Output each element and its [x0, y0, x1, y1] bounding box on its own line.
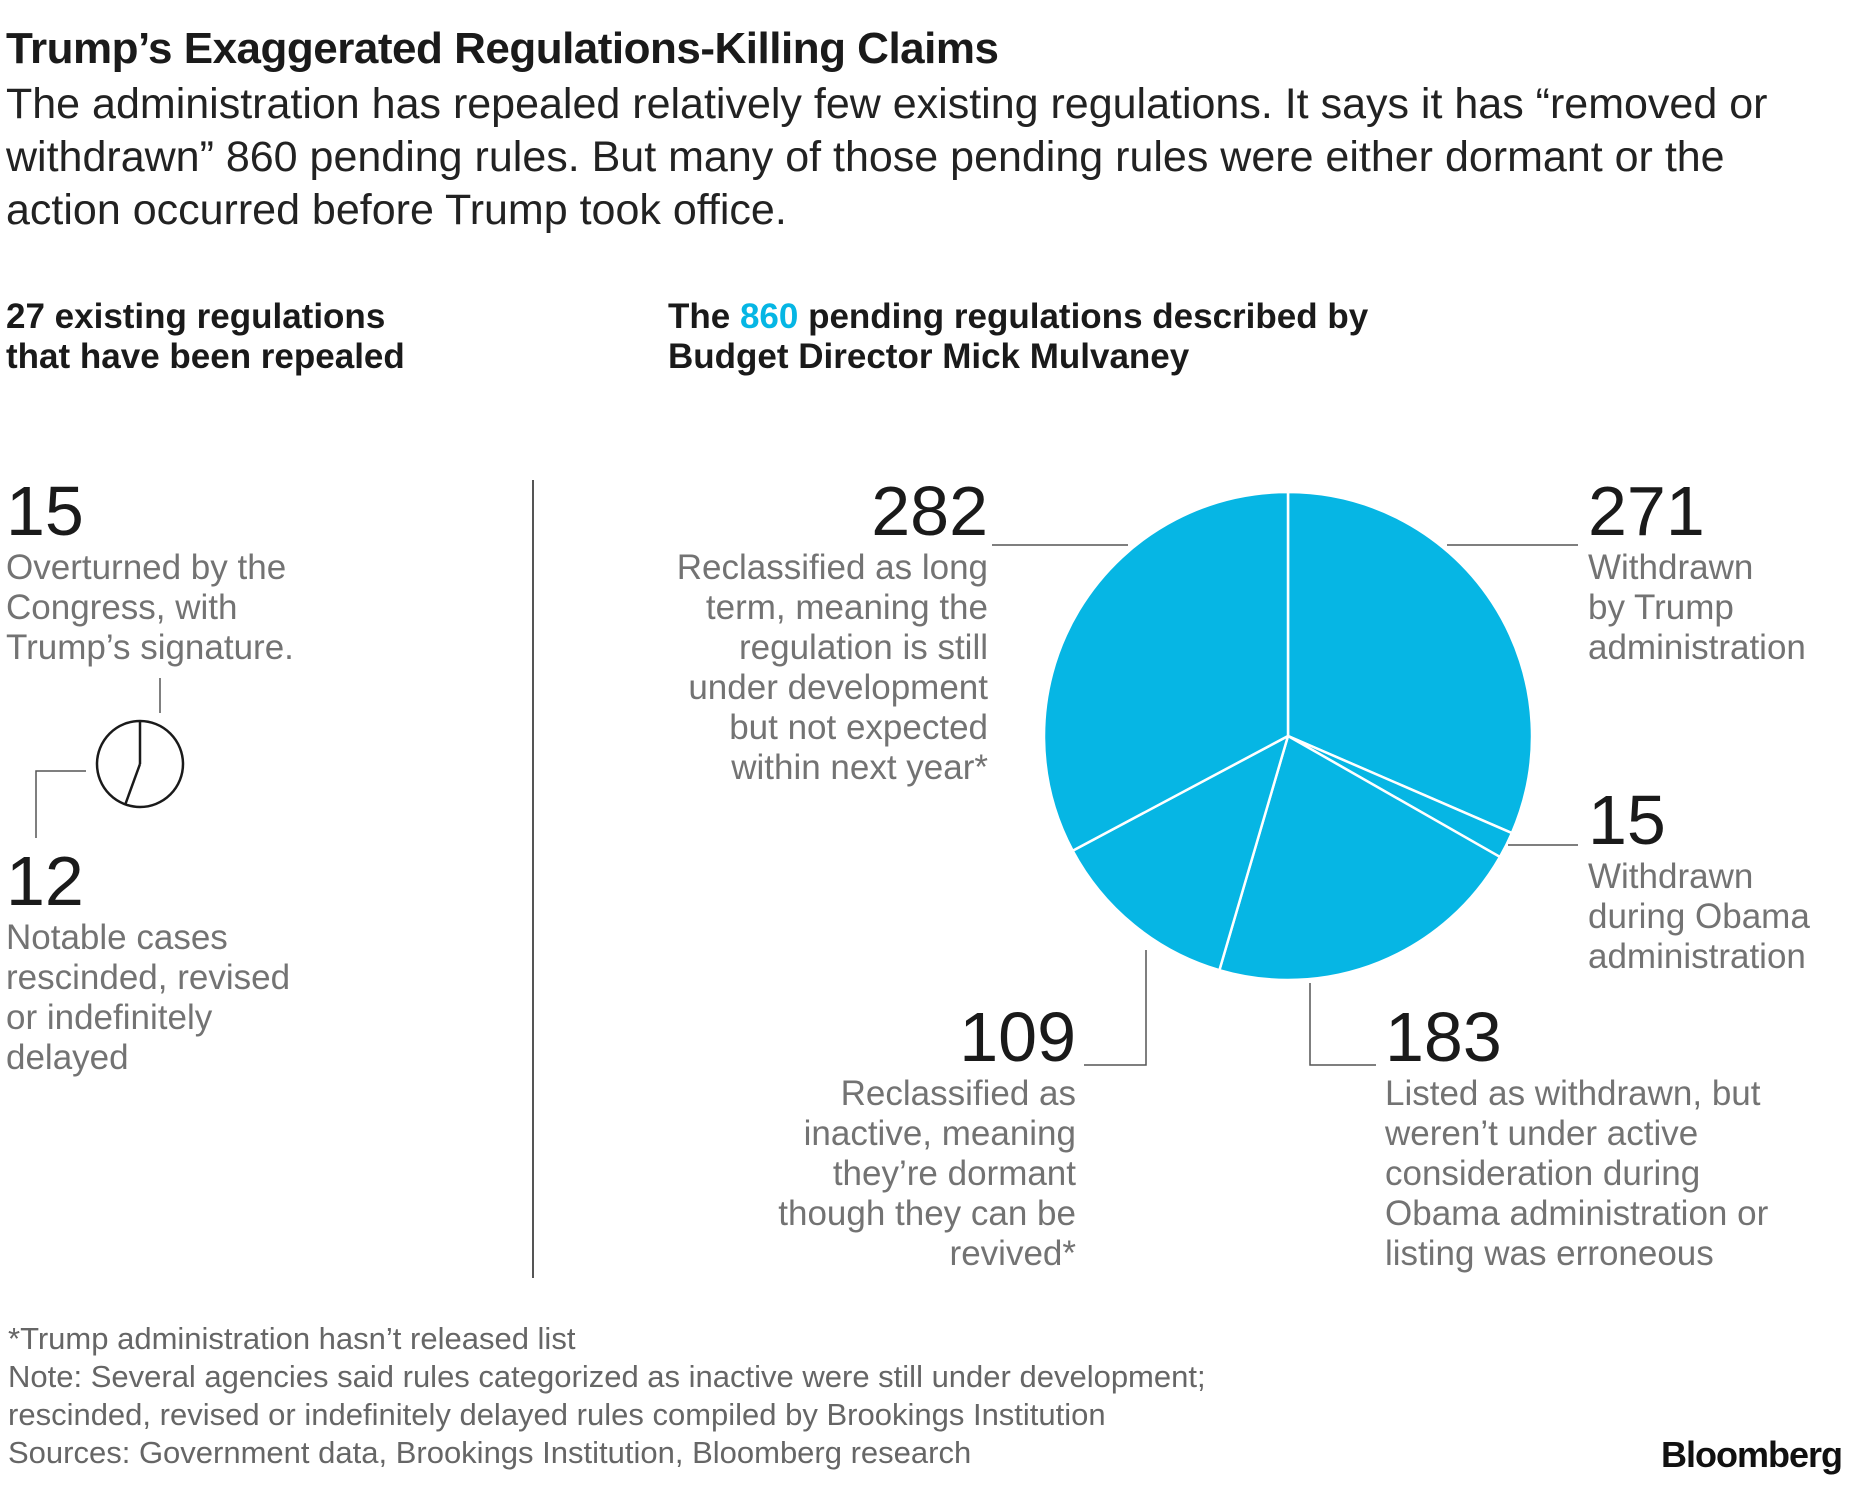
bloomberg-logo: Bloomberg	[1660, 1434, 1843, 1475]
pie-slice	[1218, 734, 1502, 982]
label-desc-line: by Trump	[1588, 588, 1734, 627]
left-item-desc-line: Overturned by the	[6, 548, 287, 587]
label-desc-line: within next year*	[731, 748, 988, 787]
left-item-desc-line: Notable cases	[6, 918, 228, 957]
left-header-count: 27	[6, 297, 45, 336]
label-desc-line: inactive, meaning	[803, 1114, 1076, 1153]
label-listed-withdrawn: 183 Listed as withdrawn, but weren’t und…	[1385, 1000, 1845, 1274]
label-desc-line: Listed as withdrawn, but	[1385, 1074, 1761, 1113]
label-value: 15	[1588, 781, 1666, 859]
panel-divider	[532, 480, 534, 1278]
label-long-term: 282 Reclassified as long term, meaning t…	[588, 474, 988, 788]
right-header-count: 860	[739, 297, 799, 336]
leader-line-rescinded	[35, 770, 86, 838]
left-item-rescinded: 12 Notable cases rescinded, revised or i…	[6, 844, 426, 1078]
note-line: Note: Several agencies said rules catego…	[8, 1359, 1206, 1394]
label-desc-line: though they can be	[778, 1194, 1076, 1233]
pie-slice	[1042, 490, 1290, 852]
label-value: 109	[959, 998, 1076, 1076]
chart-notes: *Trump administration hasn’t released li…	[8, 1320, 1508, 1472]
label-desc-line: regulation is still	[739, 628, 988, 667]
label-desc-line: Withdrawn	[1588, 857, 1754, 896]
label-desc-line: but not expected	[729, 708, 988, 747]
label-desc-line: during Obama	[1588, 897, 1810, 936]
left-header-text: existing regulations that have been repe…	[6, 297, 405, 376]
sources: Sources: Government data, Brookings Inst…	[8, 1435, 972, 1470]
label-desc-line: Obama administration or	[1385, 1194, 1769, 1233]
left-item-desc-line: delayed	[6, 1038, 129, 1077]
label-desc-line: administration	[1588, 937, 1806, 976]
left-panel-header: 27 existing regulations that have been r…	[6, 297, 446, 377]
big-pie-chart	[1042, 490, 1534, 982]
pie-slice	[1071, 734, 1290, 972]
pie-slice-boundary	[124, 763, 142, 805]
label-desc-line: under development	[688, 668, 988, 707]
label-desc-line: Reclassified as long	[676, 548, 988, 587]
footnote: *Trump administration hasn’t released li…	[8, 1321, 576, 1356]
left-item-overturned: 15 Overturned by the Congress, with Trum…	[6, 474, 426, 668]
label-desc-line: consideration during	[1385, 1154, 1701, 1193]
label-withdrawn-obama: 15 Withdrawn during Obama administration	[1588, 783, 1848, 977]
right-header-suffix: pending regulations described by Budget …	[668, 297, 1369, 376]
pie-slice	[1286, 490, 1534, 835]
left-item-desc-line: rescinded, revised	[6, 958, 291, 997]
right-panel-header: The 860 pending regulations described by…	[668, 297, 1428, 377]
label-desc-line: Reclassified as	[840, 1074, 1076, 1113]
chart-subtitle: The administration has repealed relative…	[6, 80, 1768, 234]
label-value: 271	[1588, 472, 1705, 550]
leader-lines	[35, 544, 1578, 1066]
leader-line-listed-withdrawn	[1309, 983, 1376, 1066]
leader-line-inactive	[1084, 950, 1147, 1066]
left-item-value: 15	[6, 472, 84, 550]
label-withdrawn-trump: 271 Withdrawn by Trump administration	[1588, 474, 1848, 668]
label-desc-line: revived*	[949, 1234, 1076, 1273]
label-desc-line: listing was erroneous	[1385, 1234, 1714, 1273]
label-desc-line: weren’t under active	[1385, 1114, 1699, 1153]
small-pie-chart	[95, 719, 185, 809]
chart-title: Trump’s Exaggerated Regulations-Killing …	[6, 24, 999, 73]
label-inactive: 109 Reclassified as inactive, meaning th…	[718, 1000, 1076, 1274]
label-value: 183	[1385, 998, 1502, 1076]
note-line: rescinded, revised or indefinitely delay…	[8, 1397, 1106, 1432]
left-item-desc-line: Congress, with	[6, 588, 238, 627]
label-desc-line: administration	[1588, 628, 1806, 667]
right-header-prefix: The	[668, 297, 740, 336]
left-item-desc-line: Trump’s signature.	[6, 628, 294, 667]
label-desc-line: Withdrawn	[1588, 548, 1754, 587]
left-item-value: 12	[6, 842, 84, 920]
label-desc-line: they’re dormant	[832, 1154, 1076, 1193]
left-item-desc-line: or indefinitely	[6, 998, 213, 1037]
label-desc-line: term, meaning the	[705, 588, 988, 627]
label-value: 282	[871, 472, 988, 550]
